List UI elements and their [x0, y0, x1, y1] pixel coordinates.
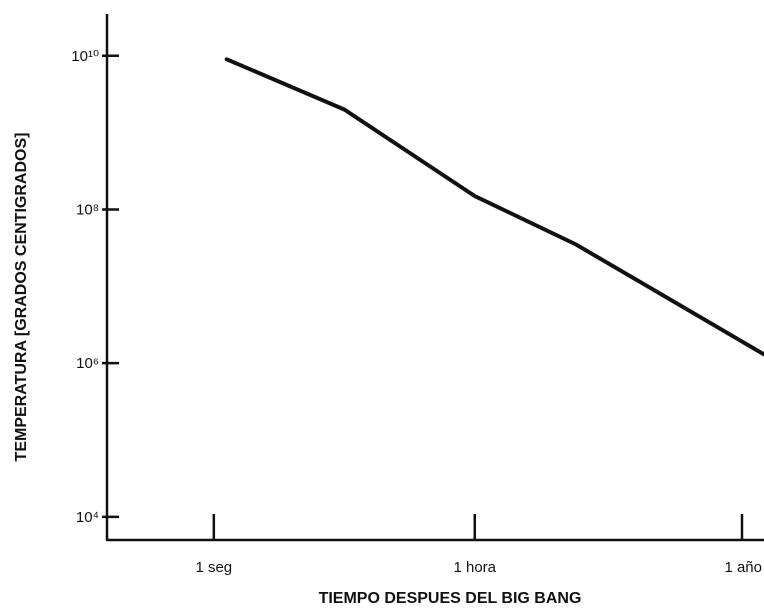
- y-tick-label-0: 10¹⁰: [71, 48, 99, 65]
- x-tick-label-0: 1 seg: [195, 559, 232, 576]
- y-tick-label-3: 10⁴: [76, 509, 99, 526]
- y-ticks: 10¹⁰ 10⁸ 10⁶ 10⁴: [71, 48, 119, 526]
- x-axis-title: TIEMPO DESPUES DEL BIG BANG: [319, 590, 582, 607]
- y-tick-label-2: 10⁶: [76, 355, 99, 372]
- x-ticks: 1 seg 1 hora 1 año: [195, 514, 762, 576]
- series-line-0: [224, 57, 764, 357]
- x-tick-label-2: 1 año: [724, 559, 762, 576]
- y-tick-label-1: 10⁸: [76, 201, 99, 218]
- y-axis-title: TEMPERATURA [GRADOS CENTIGRADOS]: [13, 133, 30, 462]
- series: [224, 57, 764, 357]
- x-tick-label-1: 1 hora: [453, 559, 496, 576]
